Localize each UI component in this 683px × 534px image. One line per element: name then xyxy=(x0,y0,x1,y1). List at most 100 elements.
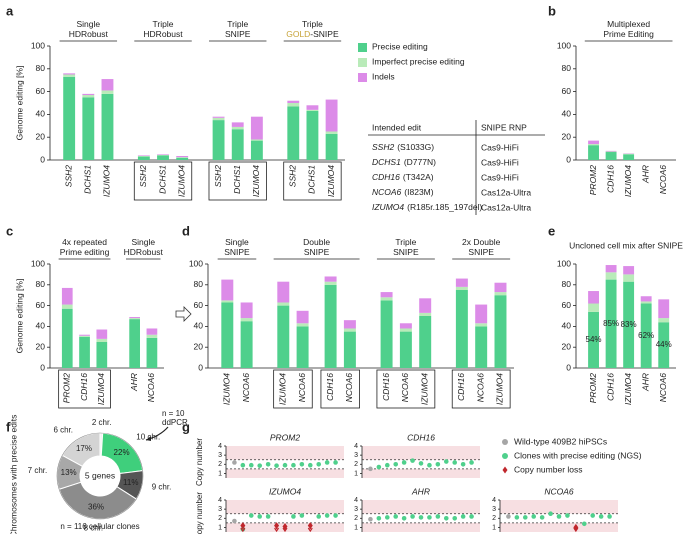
group-label: Triple xyxy=(395,237,416,247)
bar-segment xyxy=(380,297,393,301)
bar-segment xyxy=(96,342,108,368)
bar-segment xyxy=(325,99,338,132)
group-label-part: Triple xyxy=(227,19,248,29)
bar-segment xyxy=(494,295,507,368)
panel-letter: a xyxy=(6,3,14,18)
data-point xyxy=(291,514,296,519)
y-tick-label: 80 xyxy=(562,279,572,289)
y-tick-label: 100 xyxy=(189,258,203,268)
bar-segment xyxy=(79,336,90,368)
band xyxy=(226,468,344,478)
category-label: IZUMO4 xyxy=(176,165,186,197)
data-point xyxy=(240,462,246,468)
bar-segment xyxy=(240,302,253,319)
category-label: CDH16 xyxy=(381,373,391,401)
group-label: Prime editing xyxy=(60,247,110,257)
bar-segment xyxy=(588,311,599,368)
bar-segment xyxy=(176,157,189,160)
bar-segment xyxy=(640,303,652,368)
legend-marker xyxy=(502,466,508,474)
donut-outline xyxy=(56,432,144,520)
data-point xyxy=(316,514,322,519)
category-label: CDH16 xyxy=(325,373,335,401)
data-point xyxy=(469,460,474,465)
legend-swatch xyxy=(358,43,367,52)
table-cell: Cas9-HiFi xyxy=(481,142,519,152)
data-point xyxy=(333,513,338,518)
group-label: HDRobust xyxy=(69,29,109,39)
bar-segment xyxy=(588,291,599,304)
bar-segment xyxy=(231,126,244,130)
bar-segment xyxy=(380,292,393,298)
bar-segment xyxy=(250,116,263,140)
y-tick-label: 100 xyxy=(31,40,45,50)
bar-segment xyxy=(61,287,73,305)
group-label: Single xyxy=(76,19,100,29)
y-tick-label: 2 xyxy=(354,515,358,522)
data-point xyxy=(307,462,313,468)
category-label: IZUMO4 xyxy=(102,165,112,197)
data-point xyxy=(316,461,322,467)
data-point xyxy=(240,526,246,532)
data-point xyxy=(443,459,449,464)
bar-segment xyxy=(623,274,635,282)
data-point xyxy=(299,461,305,467)
y-tick-label: 4 xyxy=(354,497,358,504)
category-label: SSH2 xyxy=(63,165,73,187)
category-label: IZUMO4 xyxy=(419,373,429,405)
data-point xyxy=(324,513,330,518)
data-point xyxy=(418,515,424,520)
category-label: PROM2 xyxy=(62,373,72,404)
value-label: 44% xyxy=(656,340,672,349)
slice-category: 10 chr. xyxy=(136,432,160,441)
gene-name: NCOA6 xyxy=(372,187,402,197)
legend-label: Wild-type 409B2 hiPSCs xyxy=(514,436,607,446)
y-axis-label: Genome editing [%] xyxy=(14,279,24,354)
bar-segment xyxy=(324,284,337,368)
loss-arrow xyxy=(274,525,280,533)
category-label: NCOA6 xyxy=(344,373,354,403)
group-label: 4x repeated xyxy=(62,237,107,247)
bar-segment xyxy=(101,90,114,94)
data-point xyxy=(460,514,466,519)
y-tick-label: 40 xyxy=(562,321,572,331)
bar-segment xyxy=(588,303,599,312)
table-cell: Cas9-HiFi xyxy=(481,172,519,182)
y-tick-label: 0 xyxy=(566,154,571,164)
bar-segment xyxy=(455,286,468,290)
group-label: Double xyxy=(303,237,330,247)
category-label: NCOA6 xyxy=(658,165,668,195)
slice-category: 7 chr. xyxy=(28,466,48,475)
y-tick-label: 2 xyxy=(218,461,222,468)
data-point xyxy=(232,460,237,465)
category-label: DCHS1 xyxy=(157,165,167,194)
category-label: IZUMO4 xyxy=(251,165,261,197)
group-label: Single xyxy=(225,237,249,247)
data-point xyxy=(452,460,458,465)
y-tick-label: 1 xyxy=(354,524,358,531)
data-point xyxy=(282,462,288,468)
data-point xyxy=(418,461,424,466)
group-label-part: Triple xyxy=(153,19,174,29)
bar-segment xyxy=(455,290,468,368)
bar-segment xyxy=(240,321,253,368)
data-point xyxy=(299,513,305,518)
ddpcr-arrowhead xyxy=(146,436,151,441)
mutation: (R185r.185_197del) xyxy=(407,202,482,212)
data-point xyxy=(257,463,263,468)
legend-marker xyxy=(502,453,508,459)
bar-segment xyxy=(157,154,169,155)
data-point xyxy=(384,515,390,520)
category-label: SSH2 xyxy=(288,165,298,187)
bar-segment xyxy=(605,272,617,280)
group-label-part: SNIPE xyxy=(393,247,419,257)
category-box xyxy=(273,369,313,409)
category-label: DCHS1 xyxy=(307,165,317,194)
y-tick-label: 0 xyxy=(198,362,203,372)
mutation: (D777N) xyxy=(404,157,436,167)
bar-segment xyxy=(221,279,234,301)
y-tick-label: 3 xyxy=(218,506,222,513)
group-label: HDRobust xyxy=(124,247,164,257)
data-point xyxy=(265,461,271,467)
